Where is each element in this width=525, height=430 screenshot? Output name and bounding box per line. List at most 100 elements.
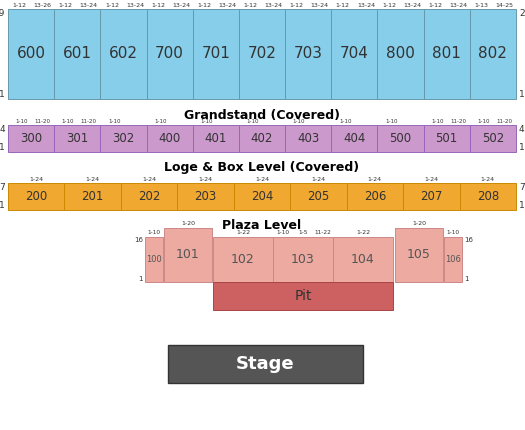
Text: 14-25: 14-25 xyxy=(496,3,513,8)
Text: 11-20: 11-20 xyxy=(81,119,97,124)
Text: 13-26: 13-26 xyxy=(34,3,51,8)
Text: 1-12: 1-12 xyxy=(336,3,350,8)
Text: 100: 100 xyxy=(146,255,162,264)
Text: 1-12: 1-12 xyxy=(290,3,303,8)
Text: 16: 16 xyxy=(134,237,143,243)
Text: 1: 1 xyxy=(519,143,525,152)
Text: 1-10: 1-10 xyxy=(277,230,290,235)
Text: 1-10: 1-10 xyxy=(154,119,166,124)
Text: 1-22: 1-22 xyxy=(356,230,370,235)
FancyBboxPatch shape xyxy=(395,228,443,282)
Text: 1-12: 1-12 xyxy=(59,3,73,8)
Text: 13-24: 13-24 xyxy=(80,3,98,8)
Text: Stage: Stage xyxy=(236,355,295,373)
Text: 1-10: 1-10 xyxy=(385,119,397,124)
Text: 1-10: 1-10 xyxy=(339,119,351,124)
FancyBboxPatch shape xyxy=(100,9,146,99)
Text: 102: 102 xyxy=(231,253,255,266)
FancyBboxPatch shape xyxy=(177,183,234,210)
Text: 13-24: 13-24 xyxy=(265,3,282,8)
Text: 802: 802 xyxy=(478,46,507,61)
Text: 1-24: 1-24 xyxy=(481,177,495,182)
Text: 1: 1 xyxy=(139,276,143,282)
Text: 1-10: 1-10 xyxy=(446,230,459,235)
Text: 105: 105 xyxy=(407,249,431,261)
Text: 11-22: 11-22 xyxy=(314,230,331,235)
FancyBboxPatch shape xyxy=(285,125,331,152)
Text: 1: 1 xyxy=(519,90,525,99)
Text: 801: 801 xyxy=(432,46,461,61)
Text: 1-24: 1-24 xyxy=(424,177,438,182)
Text: 1-22: 1-22 xyxy=(236,230,250,235)
Text: 1-24: 1-24 xyxy=(142,177,156,182)
FancyBboxPatch shape xyxy=(333,237,393,282)
Text: 103: 103 xyxy=(291,253,315,266)
Text: 13-24: 13-24 xyxy=(218,3,236,8)
Text: 400: 400 xyxy=(159,132,181,145)
FancyBboxPatch shape xyxy=(164,228,212,282)
Text: Pit: Pit xyxy=(294,289,312,303)
Text: 13-24: 13-24 xyxy=(311,3,329,8)
Text: 402: 402 xyxy=(251,132,273,145)
Text: 208: 208 xyxy=(477,190,499,203)
FancyBboxPatch shape xyxy=(213,237,273,282)
Text: 302: 302 xyxy=(112,132,134,145)
Text: 1-24: 1-24 xyxy=(368,177,382,182)
Text: 1-24: 1-24 xyxy=(198,177,213,182)
Text: 300: 300 xyxy=(20,132,42,145)
Text: 1-10: 1-10 xyxy=(62,119,74,124)
Text: 1-10: 1-10 xyxy=(477,119,490,124)
Text: 11-20: 11-20 xyxy=(35,119,50,124)
Text: 702: 702 xyxy=(248,46,277,61)
FancyBboxPatch shape xyxy=(424,125,470,152)
Text: 11-20: 11-20 xyxy=(497,119,512,124)
Text: 401: 401 xyxy=(205,132,227,145)
Text: 1-12: 1-12 xyxy=(13,3,27,8)
Text: 16: 16 xyxy=(464,237,473,243)
FancyBboxPatch shape xyxy=(459,183,516,210)
Text: 204: 204 xyxy=(251,190,273,203)
FancyBboxPatch shape xyxy=(54,9,100,99)
FancyBboxPatch shape xyxy=(403,183,459,210)
FancyBboxPatch shape xyxy=(193,125,239,152)
Text: 13-24: 13-24 xyxy=(449,3,467,8)
Text: 601: 601 xyxy=(63,46,92,61)
Text: 4: 4 xyxy=(0,125,5,134)
FancyBboxPatch shape xyxy=(8,9,54,99)
Text: 703: 703 xyxy=(293,46,323,61)
Text: 1-24: 1-24 xyxy=(86,177,100,182)
Text: 29: 29 xyxy=(519,9,525,18)
Text: 1-24: 1-24 xyxy=(255,177,269,182)
FancyBboxPatch shape xyxy=(444,237,462,282)
Text: 501: 501 xyxy=(436,132,458,145)
FancyBboxPatch shape xyxy=(146,9,193,99)
Text: 602: 602 xyxy=(109,46,138,61)
FancyBboxPatch shape xyxy=(470,125,516,152)
Text: 1-20: 1-20 xyxy=(412,221,426,226)
Text: 203: 203 xyxy=(194,190,217,203)
Text: 4: 4 xyxy=(519,125,524,134)
FancyBboxPatch shape xyxy=(424,9,470,99)
Text: 1-24: 1-24 xyxy=(29,177,43,182)
Text: 1: 1 xyxy=(0,90,5,99)
Text: 13-24: 13-24 xyxy=(357,3,375,8)
Text: 1: 1 xyxy=(0,201,5,210)
FancyBboxPatch shape xyxy=(273,237,333,282)
Text: 701: 701 xyxy=(202,46,230,61)
Text: 600: 600 xyxy=(17,46,46,61)
Text: Grandstand (Covered): Grandstand (Covered) xyxy=(184,109,340,122)
Text: 704: 704 xyxy=(340,46,369,61)
FancyBboxPatch shape xyxy=(377,9,424,99)
Text: 1-20: 1-20 xyxy=(181,221,195,226)
Text: 1-12: 1-12 xyxy=(382,3,396,8)
FancyBboxPatch shape xyxy=(239,125,285,152)
Text: 1: 1 xyxy=(0,143,5,152)
Text: 13-24: 13-24 xyxy=(403,3,421,8)
Text: 1: 1 xyxy=(464,276,468,282)
Text: 1-10: 1-10 xyxy=(201,119,213,124)
Text: 106: 106 xyxy=(445,255,461,264)
Text: 1-12: 1-12 xyxy=(105,3,119,8)
Text: 29: 29 xyxy=(0,9,5,18)
FancyBboxPatch shape xyxy=(146,125,193,152)
FancyBboxPatch shape xyxy=(145,237,163,282)
